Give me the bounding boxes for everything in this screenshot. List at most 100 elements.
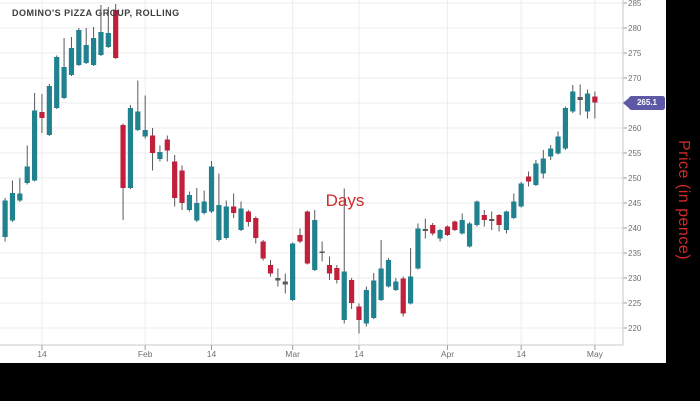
- candle-body: [127, 108, 134, 188]
- last-price-badge: 265.1: [629, 95, 665, 110]
- y-tick-label: 260: [628, 123, 642, 133]
- candle-body: [452, 221, 458, 230]
- candle-body: [157, 152, 163, 159]
- x-axis-title: Days: [325, 190, 365, 210]
- candle-body: [312, 220, 318, 270]
- candle-body: [83, 45, 89, 63]
- candle-body: [142, 130, 148, 137]
- candle-body: [46, 86, 52, 135]
- candle-body: [356, 306, 362, 320]
- candle-body: [179, 170, 185, 203]
- candle-body: [584, 93, 591, 112]
- candle-body: [407, 276, 414, 304]
- y-tick-label: 270: [628, 73, 642, 83]
- candle-body: [90, 38, 97, 65]
- candle-body: [540, 158, 546, 174]
- candle-body: [474, 201, 480, 225]
- candle-body: [304, 211, 310, 264]
- candle-body: [164, 139, 170, 151]
- candle-body: [562, 108, 569, 149]
- candle-body: [253, 218, 259, 238]
- candle-body: [39, 112, 45, 118]
- candle-body: [2, 200, 8, 237]
- candle-body: [194, 203, 200, 221]
- candle-body: [363, 290, 369, 324]
- candle-body: [555, 136, 561, 154]
- candle-body: [533, 163, 539, 185]
- candle-body: [290, 243, 296, 300]
- candle-body: [105, 33, 111, 47]
- x-tick-label: 14: [354, 349, 364, 359]
- candle-body: [76, 30, 82, 65]
- candle-body: [98, 32, 104, 55]
- y-tick-label: 225: [628, 298, 642, 308]
- candle-body: [54, 57, 60, 108]
- candle-body: [208, 166, 215, 212]
- candle-body: [186, 195, 193, 210]
- candle-body: [113, 10, 119, 58]
- candle-body: [525, 176, 532, 182]
- candle-body: [149, 135, 156, 153]
- y-tick-label: 250: [628, 173, 642, 183]
- candle-body: [430, 225, 436, 234]
- candle-body: [297, 235, 303, 242]
- candle-body: [341, 271, 347, 320]
- y-tick-label: 285: [628, 0, 642, 8]
- candle-body: [592, 96, 598, 103]
- candle-body: [238, 208, 244, 230]
- candle-body: [548, 148, 554, 157]
- candle-body: [570, 91, 576, 112]
- candle-body: [120, 125, 126, 188]
- candle-body: [496, 215, 502, 225]
- last-price-value: 265.1: [636, 98, 658, 107]
- candle-body: [349, 280, 355, 303]
- candle-body: [326, 265, 333, 274]
- candle-body: [31, 110, 38, 181]
- candle-body: [371, 280, 377, 318]
- candle-body: [68, 48, 75, 75]
- x-tick-label: Feb: [137, 349, 153, 359]
- x-axis-title-bar: [0, 363, 666, 401]
- candle-body: [400, 278, 406, 314]
- y-tick-label: 275: [628, 48, 642, 58]
- y-tick-label: 255: [628, 148, 642, 158]
- y-axis-title: Price (in pence): [675, 140, 692, 261]
- candle-body: [437, 230, 443, 239]
- x-tick-label: 14: [206, 349, 217, 359]
- candle-body: [216, 205, 222, 240]
- y-axis-title-bar: Price (in pence): [666, 0, 700, 401]
- candle-body: [489, 219, 495, 221]
- candle-body: [415, 228, 421, 269]
- candle-body: [393, 281, 399, 290]
- candle-body: [577, 97, 583, 100]
- candle-body: [444, 226, 451, 235]
- candle-body: [61, 67, 67, 98]
- x-tick-label: 14: [37, 349, 47, 359]
- candle-body: [385, 260, 392, 287]
- candle-body: [135, 111, 141, 130]
- candlestick-plot[interactable]: [0, 0, 640, 355]
- candle-body: [17, 193, 23, 201]
- x-tick-label: May: [586, 349, 603, 359]
- y-tick-label: 235: [628, 248, 642, 258]
- chart-title: DOMINO'S PIZZA GROUP, ROLLING: [12, 8, 180, 18]
- candle-body: [275, 278, 281, 281]
- y-tick-label: 230: [628, 273, 642, 283]
- candle-body: [481, 215, 487, 220]
- candle-body: [466, 223, 473, 247]
- y-tick-label: 280: [628, 23, 642, 33]
- y-tick-label: 245: [628, 198, 642, 208]
- candle-body: [422, 229, 428, 231]
- y-tick-label: 220: [628, 323, 642, 333]
- candle-body: [511, 201, 517, 218]
- candle-body: [231, 206, 237, 213]
- candle-body: [503, 211, 510, 230]
- last-price-badge-arrow: [622, 96, 630, 109]
- candle-body: [459, 220, 465, 234]
- candle-body: [518, 183, 524, 207]
- chart-panel: DOMINO'S PIZZA GROUP, ROLLING 220 225 230 2…: [0, 0, 666, 363]
- candle-body: [282, 281, 288, 285]
- x-tick-label: Mar: [285, 349, 300, 359]
- candle-body: [201, 201, 207, 213]
